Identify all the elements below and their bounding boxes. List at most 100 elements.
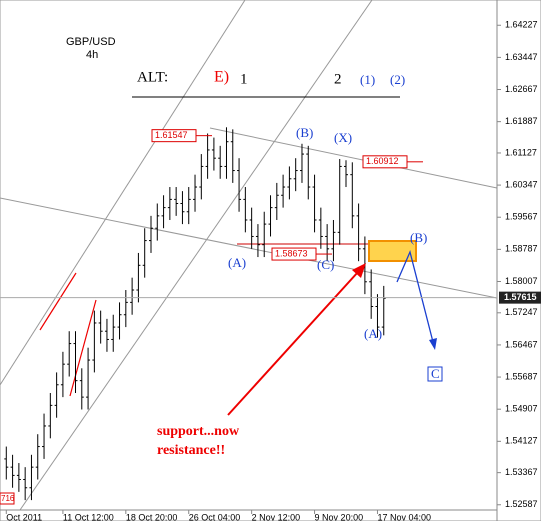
red-lines	[39, 272, 97, 397]
ohlc-bar	[211, 137, 216, 171]
ohlc-bar	[230, 129, 235, 183]
price-label: 1.60912	[366, 156, 399, 166]
x-tick-label: 9 Nov 20:00	[315, 512, 364, 521]
ohlc-bar	[111, 314, 116, 352]
ohlc-bar	[268, 195, 273, 237]
timeframe: 4h	[86, 49, 98, 61]
x-tick-label: 18 Oct 20:00	[126, 512, 178, 521]
y-tick-label: 1.57247	[505, 307, 538, 317]
ohlc-bar	[293, 158, 298, 192]
x-tick-label: 2 Nov 12:00	[252, 512, 301, 521]
ohlc-bar	[174, 187, 179, 216]
y-tick-label: 1.62667	[505, 84, 538, 94]
y-tick-label: 1.58787	[505, 244, 538, 254]
ohlc-bar	[16, 463, 21, 492]
annotation: (B)	[410, 230, 427, 245]
ohlc-bar	[48, 393, 53, 439]
ohlc-bar	[35, 434, 40, 480]
y-tick-label: 1.59567	[505, 212, 538, 222]
ohlc-bar	[10, 454, 15, 488]
annotation: (C)	[317, 257, 334, 272]
ohlc-bar	[67, 331, 72, 377]
ohlc-bar	[142, 228, 147, 278]
ohlc-bar	[155, 203, 160, 241]
ohlc-bar	[299, 143, 304, 183]
ohlc-bar	[123, 290, 128, 328]
ohlc-bar	[237, 158, 242, 212]
ohlc-bar	[117, 302, 122, 340]
ohlc-bar	[281, 174, 286, 208]
y-tick-label: 1.54127	[505, 436, 538, 446]
ohlc-bar	[54, 372, 59, 418]
ohlc-bar	[243, 187, 248, 233]
price-label: 1.61547	[155, 130, 188, 140]
y-tick-label: 1.58007	[505, 276, 538, 286]
annotation: support...now	[157, 424, 240, 439]
ohlc-bar	[73, 331, 78, 394]
price-label: 1.58673	[275, 248, 308, 258]
x-tick-label: 11 Oct 12:00	[63, 512, 114, 521]
ohlc-bar	[331, 219, 336, 262]
ohlc-bar	[104, 318, 109, 352]
current-price-label: 1.57615	[504, 292, 537, 302]
ohlc-bar	[318, 207, 323, 249]
ohlc-bar	[167, 187, 172, 220]
x-tick-label: Oct 2011	[6, 512, 42, 521]
annotation: 1	[240, 71, 248, 87]
ohlc-bar	[287, 166, 292, 200]
ohlc-bar	[306, 145, 311, 200]
current-price-box	[499, 291, 541, 304]
ohlc-bar	[86, 347, 91, 410]
x-tick-label: 17 Nov 04:00	[377, 512, 431, 521]
ohlc-bar	[193, 174, 198, 212]
ohlc-bar	[60, 351, 65, 398]
ohlc-bar	[375, 294, 380, 338]
annotation: (B)	[296, 125, 313, 140]
corner-label: 716	[1, 494, 15, 503]
ohlc-bar	[42, 413, 47, 459]
ohlc-bar	[224, 127, 229, 179]
ohlc-bar	[274, 182, 279, 220]
ohlc-bar	[312, 174, 317, 233]
ohlc-bar	[98, 310, 103, 344]
ohlc-bar	[186, 187, 191, 225]
y-tick-label: 1.61887	[505, 116, 538, 126]
y-tick-label: 1.63447	[505, 52, 538, 62]
ohlc-bar	[381, 285, 386, 336]
ohlc-bar	[344, 160, 349, 188]
ohlc-bar	[255, 224, 260, 258]
highlight-box	[368, 240, 417, 262]
ohlc-bar	[356, 203, 361, 262]
ohlc-bar	[262, 211, 267, 258]
ohlc-bar	[180, 191, 185, 225]
annotation: ALT:	[137, 69, 168, 85]
annotation: resistance!!	[157, 443, 225, 458]
y-tick-label: 1.60347	[505, 179, 538, 189]
ohlc-bar	[4, 446, 9, 480]
annotation: (A)	[364, 326, 382, 341]
c-box	[427, 366, 443, 382]
ohlc-bar	[205, 133, 210, 179]
y-tick-label: 1.54907	[505, 404, 538, 414]
ohlc-bar	[350, 162, 355, 229]
annotation: (1)	[360, 72, 375, 87]
blue-path	[396, 249, 437, 350]
annotation: (A)	[228, 255, 246, 270]
y-tick-label: 1.56467	[505, 339, 538, 349]
annotation: (2)	[390, 72, 405, 87]
ohlc-bar	[249, 207, 254, 249]
y-tick-label: 1.53367	[505, 467, 538, 477]
y-tick-label: 1.52587	[505, 499, 538, 509]
symbol: GBP/USD	[66, 36, 116, 48]
y-tick-label: 1.55687	[505, 371, 538, 381]
annotation: 2	[334, 71, 342, 87]
red-arrow	[227, 263, 366, 416]
trend-lines	[0, 0, 498, 511]
ohlc-bar	[325, 224, 330, 262]
ohlc-bar	[199, 154, 204, 200]
ohlc-bar	[161, 195, 166, 229]
x-tick-label: 26 Oct 04:00	[189, 512, 241, 521]
annotation: C	[431, 366, 440, 381]
